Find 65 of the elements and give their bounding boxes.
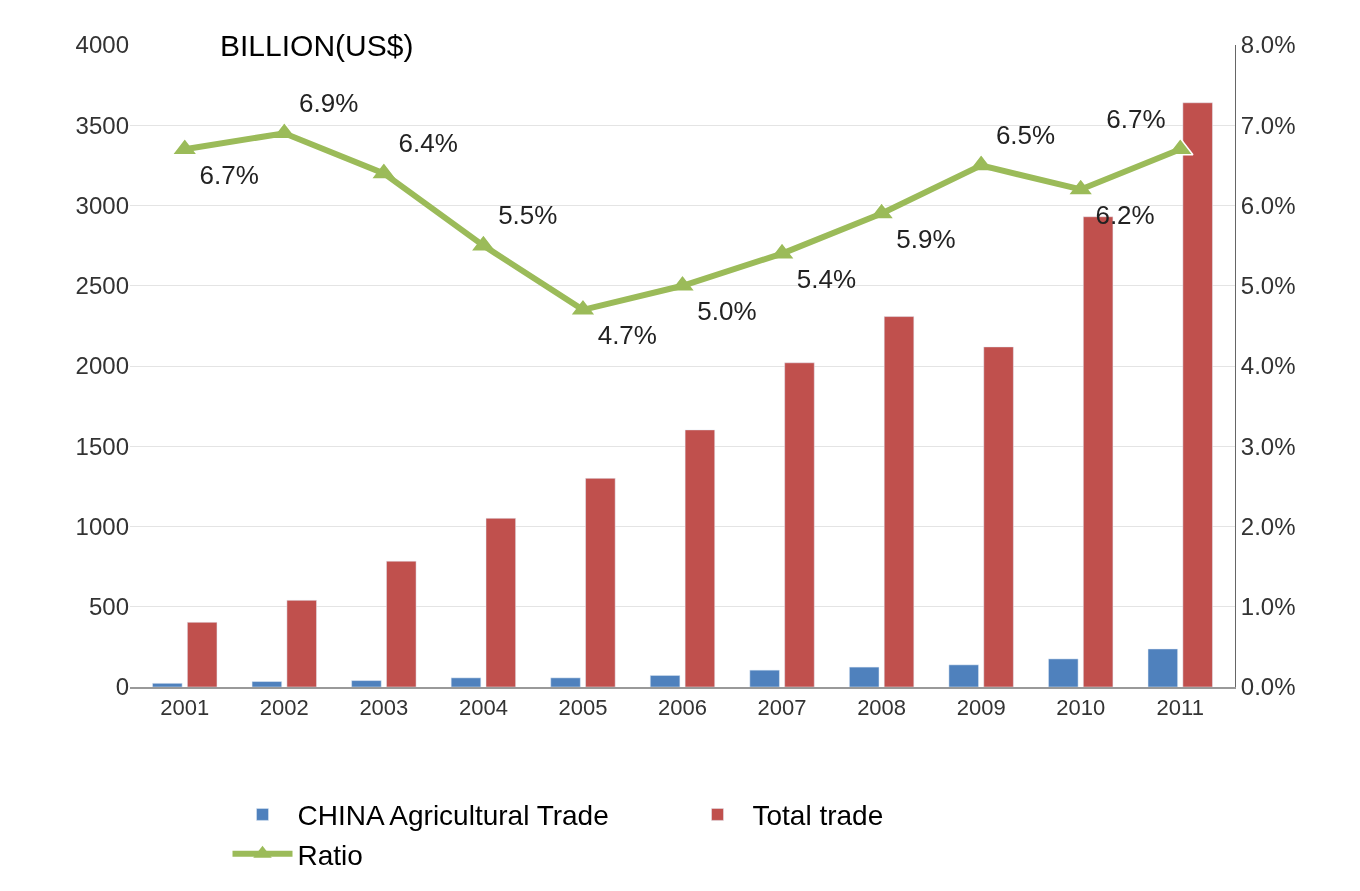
y-tick-label: 2000 bbox=[75, 352, 129, 380]
bar bbox=[1182, 102, 1213, 687]
x-tick-label: 2008 bbox=[857, 695, 907, 721]
y-tick-label: 1000 bbox=[75, 512, 129, 540]
y-tick-label: 3000 bbox=[75, 191, 129, 219]
data-label: 5.9% bbox=[896, 223, 956, 254]
x-tick-label: 2001 bbox=[160, 695, 210, 721]
bar bbox=[585, 478, 616, 687]
data-label: 6.7% bbox=[1106, 104, 1166, 135]
x-tick-label: 2007 bbox=[757, 695, 807, 721]
data-label: 6.2% bbox=[1095, 199, 1155, 230]
y-tick-label: 1500 bbox=[75, 432, 129, 460]
bar bbox=[983, 346, 1014, 687]
y-tick-label: 0 bbox=[115, 673, 129, 701]
bar bbox=[948, 664, 979, 687]
bar bbox=[1147, 648, 1178, 687]
data-label: 6.4% bbox=[398, 128, 458, 159]
bar bbox=[749, 669, 780, 687]
data-label: 6.7% bbox=[199, 159, 259, 190]
legend-label: Ratio bbox=[297, 839, 363, 871]
data-label: 6.9% bbox=[299, 88, 359, 119]
bar bbox=[187, 622, 218, 687]
bar bbox=[152, 683, 183, 687]
y2-tick-label: 1.0% bbox=[1240, 593, 1296, 621]
bar bbox=[450, 677, 482, 687]
y2-tick-label: 0.0% bbox=[1240, 673, 1296, 701]
y2-tick-label: 6.0% bbox=[1240, 191, 1296, 219]
x-tick-label: 2005 bbox=[558, 695, 608, 721]
x-tick-label: 2003 bbox=[359, 695, 409, 721]
x-tick-label: 2002 bbox=[259, 695, 309, 721]
x-tick-label: 2010 bbox=[1056, 695, 1106, 721]
data-label: 6.5% bbox=[995, 120, 1056, 151]
data-label: 5.5% bbox=[498, 200, 558, 231]
legend-label: Total trade bbox=[752, 800, 884, 832]
y2-tick-label: 4.0% bbox=[1240, 352, 1296, 380]
x-tick-label: 2004 bbox=[458, 695, 508, 721]
bar bbox=[251, 681, 282, 687]
bar bbox=[351, 680, 382, 687]
bar bbox=[485, 518, 516, 687]
bar bbox=[849, 666, 880, 687]
bar bbox=[784, 362, 815, 687]
bar bbox=[386, 560, 417, 687]
y2-tick-label: 2.0% bbox=[1240, 512, 1296, 540]
bar bbox=[650, 675, 681, 687]
bar bbox=[550, 677, 581, 687]
data-label: 4.7% bbox=[597, 320, 657, 351]
y-tick-label: 2500 bbox=[75, 272, 129, 300]
y-axis-title: BILLION(US$) bbox=[220, 29, 414, 62]
x-tick-label: 2011 bbox=[1156, 695, 1204, 721]
bar bbox=[684, 429, 715, 687]
y2-tick-label: 8.0% bbox=[1240, 31, 1296, 59]
data-label: 5.0% bbox=[697, 296, 757, 326]
bar bbox=[1048, 658, 1079, 687]
bar bbox=[286, 600, 317, 687]
x-tick-label: 2006 bbox=[658, 695, 707, 721]
x-tick-label: 2009 bbox=[956, 695, 1006, 721]
bar bbox=[883, 316, 915, 687]
y2-tick-label: 3.0% bbox=[1240, 432, 1296, 460]
y2-tick-label: 5.0% bbox=[1240, 272, 1296, 300]
data-label: 5.4% bbox=[796, 263, 857, 294]
legend-label: CHINA Agricultural Trade bbox=[297, 800, 609, 832]
y-tick-label: 4000 bbox=[75, 31, 129, 59]
y2-tick-label: 7.0% bbox=[1240, 111, 1296, 139]
y-tick-label: 500 bbox=[88, 593, 129, 621]
y-tick-label: 3500 bbox=[75, 111, 129, 139]
